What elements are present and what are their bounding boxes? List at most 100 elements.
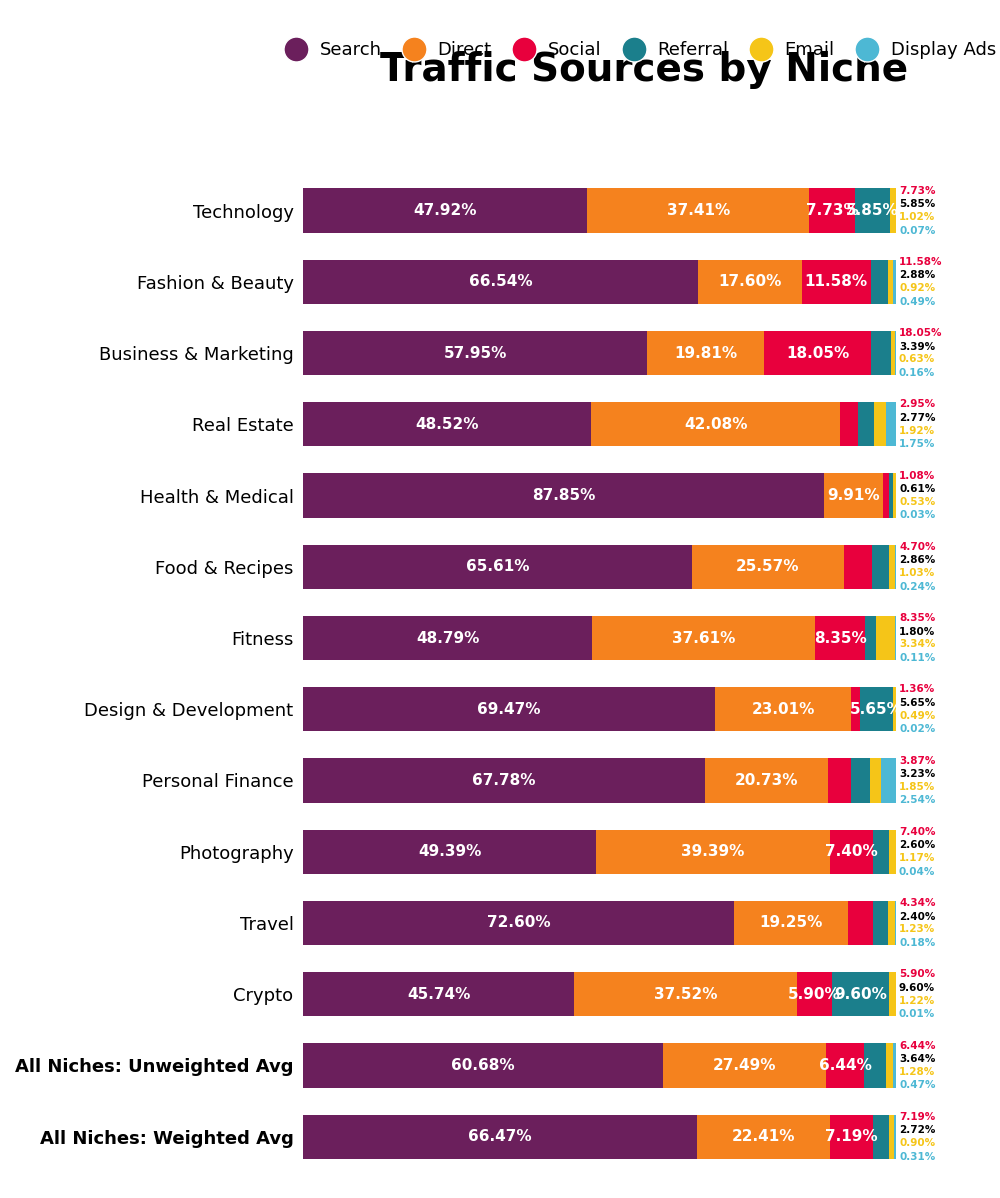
Bar [715, 688, 851, 731]
Text: 1.75%: 1.75% [899, 440, 935, 449]
Bar [303, 545, 692, 589]
Text: 69.47%: 69.47% [477, 702, 541, 716]
Bar [858, 403, 874, 447]
Text: 5.85%: 5.85% [899, 199, 935, 210]
Bar [734, 901, 848, 945]
Text: 17.60%: 17.60% [718, 274, 782, 290]
Text: 0.02%: 0.02% [899, 725, 935, 734]
Bar [855, 188, 890, 232]
Text: 0.24%: 0.24% [899, 582, 935, 592]
Bar [697, 1114, 830, 1158]
Bar [705, 758, 828, 803]
Text: 1.92%: 1.92% [899, 425, 935, 436]
Bar [889, 1114, 894, 1158]
Text: 0.07%: 0.07% [899, 225, 935, 236]
Bar [303, 972, 574, 1016]
Text: 2.88%: 2.88% [899, 271, 935, 280]
Text: 49.39%: 49.39% [418, 845, 481, 859]
Text: 7.73%: 7.73% [899, 186, 936, 195]
Text: 3.34%: 3.34% [899, 640, 935, 649]
Text: 7.40%: 7.40% [899, 827, 935, 836]
Text: 72.60%: 72.60% [487, 915, 550, 931]
Bar [802, 260, 871, 304]
Bar [860, 688, 893, 731]
Text: 0.63%: 0.63% [899, 355, 935, 364]
Bar [797, 972, 832, 1016]
Bar [871, 260, 888, 304]
Bar [809, 188, 855, 232]
Text: 19.81%: 19.81% [674, 345, 737, 361]
Bar [692, 545, 844, 589]
Text: 6.44%: 6.44% [899, 1041, 936, 1051]
Bar [647, 331, 764, 375]
Text: 1.17%: 1.17% [899, 853, 935, 863]
Bar [824, 473, 883, 518]
Text: 0.53%: 0.53% [899, 497, 935, 507]
Bar [874, 403, 886, 447]
Text: 7.19%: 7.19% [825, 1130, 878, 1144]
Text: 2.95%: 2.95% [899, 399, 935, 410]
Text: 0.03%: 0.03% [899, 510, 935, 520]
Text: 2.86%: 2.86% [899, 556, 935, 565]
Text: 87.85%: 87.85% [532, 488, 595, 503]
Bar [881, 758, 896, 803]
Bar [303, 331, 647, 375]
Text: 7.73%: 7.73% [806, 204, 858, 218]
Bar [303, 830, 596, 873]
Text: 25.57%: 25.57% [736, 559, 800, 574]
Text: 1.02%: 1.02% [899, 212, 935, 222]
Bar [826, 1043, 864, 1088]
Text: 37.61%: 37.61% [672, 630, 736, 646]
Bar [303, 758, 705, 803]
Bar [894, 1114, 896, 1158]
Text: 0.31%: 0.31% [899, 1151, 935, 1162]
Bar [832, 972, 889, 1016]
Bar [303, 473, 824, 518]
Text: 6.44%: 6.44% [819, 1058, 871, 1073]
Text: 2.72%: 2.72% [899, 1125, 935, 1136]
Text: 1.36%: 1.36% [899, 684, 935, 695]
Bar [303, 188, 587, 232]
Bar [886, 1043, 893, 1088]
Bar [830, 830, 873, 873]
Text: 3.39%: 3.39% [899, 341, 935, 352]
Text: 8.35%: 8.35% [814, 630, 867, 646]
Bar [891, 331, 895, 375]
Bar [815, 616, 865, 660]
Text: 2.60%: 2.60% [899, 840, 935, 851]
Text: 65.61%: 65.61% [466, 559, 529, 574]
Bar [303, 616, 592, 660]
Text: 0.49%: 0.49% [899, 297, 935, 307]
Text: 60.68%: 60.68% [451, 1058, 515, 1073]
Bar [596, 830, 830, 873]
Text: 57.95%: 57.95% [443, 345, 507, 361]
Text: 11.58%: 11.58% [899, 256, 943, 267]
Bar [848, 901, 873, 945]
Text: 5.90%: 5.90% [788, 987, 841, 1002]
Bar [698, 260, 802, 304]
Bar [865, 616, 876, 660]
Text: 1.80%: 1.80% [899, 627, 935, 636]
Text: 7.19%: 7.19% [899, 1112, 935, 1121]
Bar [587, 188, 809, 232]
Bar [592, 616, 815, 660]
Text: 1.23%: 1.23% [899, 925, 935, 934]
Text: 66.54%: 66.54% [469, 274, 532, 290]
Text: 66.47%: 66.47% [468, 1130, 532, 1144]
Bar [895, 901, 896, 945]
Bar [828, 758, 851, 803]
Text: 9.60%: 9.60% [834, 987, 887, 1002]
Text: 1.03%: 1.03% [899, 568, 935, 579]
Bar [889, 545, 895, 589]
Bar [888, 260, 893, 304]
Bar [851, 688, 860, 731]
Bar [871, 331, 891, 375]
Text: 5.85%: 5.85% [846, 204, 899, 218]
Bar [303, 1043, 663, 1088]
Bar [888, 901, 895, 945]
Text: 1.28%: 1.28% [899, 1067, 935, 1077]
Text: 0.11%: 0.11% [899, 653, 935, 662]
Text: 0.49%: 0.49% [899, 710, 935, 721]
Bar [864, 1043, 886, 1088]
Text: 19.25%: 19.25% [759, 915, 822, 931]
